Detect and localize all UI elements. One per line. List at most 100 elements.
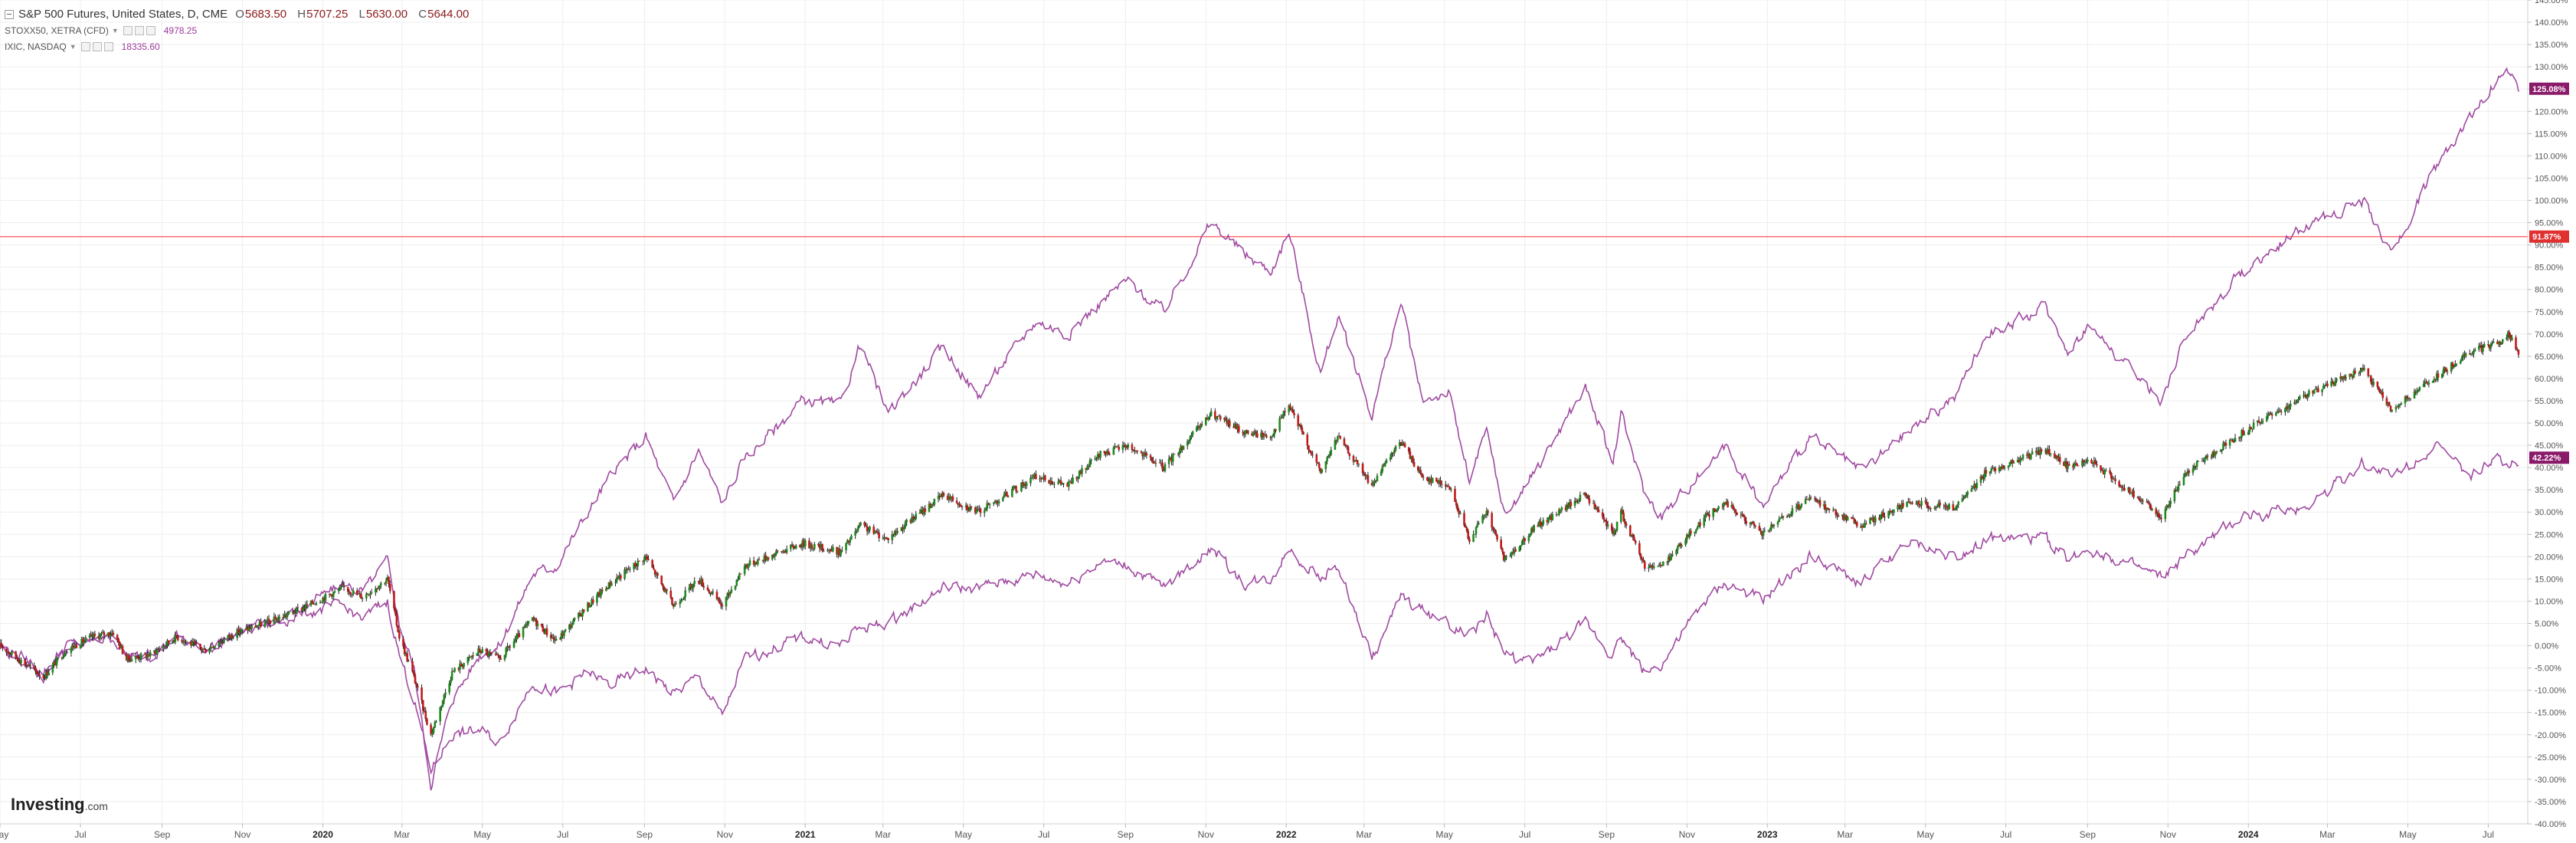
candle-body xyxy=(461,665,464,668)
candle-body xyxy=(1189,437,1191,441)
candle-body xyxy=(1606,524,1609,526)
candle-body xyxy=(1514,549,1517,552)
candle-body xyxy=(294,612,296,614)
legend: S&P 500 Futures, United States, D, CME O… xyxy=(5,6,476,54)
candle-body xyxy=(162,645,165,650)
hide-overlay-icon[interactable] xyxy=(123,25,133,35)
chevron-down-icon[interactable]: ▼ xyxy=(69,42,77,51)
candle-body xyxy=(393,591,395,608)
candle-body xyxy=(1458,510,1460,514)
candle-body xyxy=(1181,445,1183,451)
x-tick-label: 2022 xyxy=(1276,829,1297,840)
candle-body xyxy=(92,634,95,638)
candle-body xyxy=(1463,513,1465,526)
collapse-legend-icon[interactable] xyxy=(5,9,14,19)
candle-body xyxy=(671,597,673,605)
candle-body xyxy=(1979,476,1982,483)
candle-body xyxy=(1688,530,1691,538)
legend-overlay-row-stoxx[interactable]: STOXX50, XETRA (CFD) ▼ 4978.25 xyxy=(5,22,476,38)
candle-body xyxy=(1242,431,1245,435)
candle-body xyxy=(126,655,129,661)
candle-body xyxy=(2299,396,2301,399)
candle-body xyxy=(1962,498,1965,500)
last-value-labels: 91.87% 125.08% 42.22% xyxy=(2529,82,2569,464)
candle-body xyxy=(183,641,186,643)
overlay-name-ixic[interactable]: IXIC, NASDAQ xyxy=(5,41,67,52)
candle-body xyxy=(2413,391,2416,399)
candle-body xyxy=(148,654,150,657)
candle-body xyxy=(1685,534,1688,540)
series-line-1[interactable] xyxy=(0,67,2519,791)
candle-body xyxy=(505,648,507,655)
candle-body xyxy=(2275,412,2277,416)
candle-body xyxy=(1385,459,1388,464)
candle-body xyxy=(1730,504,1733,507)
candle-body xyxy=(469,656,472,658)
candle-body xyxy=(1770,524,1772,530)
candle-body xyxy=(337,589,340,592)
candle-body xyxy=(412,671,415,675)
remove-overlay-icon[interactable] xyxy=(146,25,155,35)
series-layer xyxy=(0,67,2519,791)
candle-body xyxy=(1556,514,1559,516)
chevron-down-icon[interactable]: ▼ xyxy=(111,26,119,34)
candle-body xyxy=(2110,473,2113,479)
remove-overlay-icon[interactable] xyxy=(103,41,113,51)
y-tick-label: 55.00% xyxy=(2535,397,2564,406)
hide-overlay-icon[interactable] xyxy=(80,41,90,51)
candle-body xyxy=(1662,561,1664,566)
candle-body xyxy=(2313,389,2316,394)
x-tick-label: 2021 xyxy=(795,829,816,840)
x-axis[interactable]: May Jul Sep Nov 2020 Mar May Jul Sep Nov 2021 Mar Ma… xyxy=(0,824,2494,840)
settings-overlay-icon[interactable] xyxy=(92,41,102,51)
legend-overlay-row-ixic[interactable]: IXIC, NASDAQ ▼ 18335.60 xyxy=(5,38,476,54)
overlay-name-stoxx[interactable]: STOXX50, XETRA (CFD) xyxy=(5,25,109,36)
candle-body xyxy=(174,635,177,642)
series-line-2[interactable] xyxy=(0,441,2519,775)
candle-body xyxy=(1842,514,1845,520)
candle-body xyxy=(2414,391,2417,393)
candle-body xyxy=(1930,508,1932,509)
legend-main-row[interactable]: S&P 500 Futures, United States, D, CME O… xyxy=(5,6,476,22)
candle-body xyxy=(388,577,390,585)
y-axis[interactable]: -40.00% -35.00% -30.00% -25.00% -20.00% -15.0… xyxy=(2528,0,2568,829)
candle-body xyxy=(2451,362,2454,368)
y-tick-label: 40.00% xyxy=(2535,464,2564,473)
candle-body xyxy=(153,651,155,652)
candle-body xyxy=(2077,465,2080,467)
candle-body xyxy=(651,559,653,568)
candle-body xyxy=(781,551,784,552)
candle-body xyxy=(1575,500,1578,502)
candle-body xyxy=(167,640,170,643)
candle-body xyxy=(403,646,406,654)
x-tick-label: Mar xyxy=(875,829,891,840)
candle-body xyxy=(386,577,389,581)
candle-body xyxy=(1096,454,1099,458)
candle-body xyxy=(1191,431,1194,435)
symbol-title[interactable]: S&P 500 Futures, United States, D, CME xyxy=(18,8,228,21)
candle-body xyxy=(2247,431,2250,435)
candle-body xyxy=(1190,435,1193,438)
candle-body xyxy=(2285,405,2288,408)
candle-body xyxy=(1597,509,1600,513)
candle-body xyxy=(2418,387,2421,391)
candle-body xyxy=(1538,521,1540,526)
candle-body xyxy=(2003,467,2006,469)
candle-body xyxy=(1911,502,1913,504)
candle-body xyxy=(349,592,352,595)
candle-body xyxy=(249,627,252,629)
candle-body xyxy=(1893,509,1895,513)
candle-body xyxy=(2025,454,2028,456)
candle-body xyxy=(560,632,563,639)
candle-body xyxy=(1740,514,1743,516)
candle-body xyxy=(2350,373,2352,376)
candle-body xyxy=(2184,473,2186,477)
candle-body xyxy=(172,641,174,643)
candle-body xyxy=(1214,411,1216,419)
candle-body xyxy=(2242,430,2244,435)
candle-body xyxy=(1622,513,1625,521)
settings-overlay-icon[interactable] xyxy=(134,25,144,35)
x-tick-label: Jul xyxy=(1038,829,1049,840)
